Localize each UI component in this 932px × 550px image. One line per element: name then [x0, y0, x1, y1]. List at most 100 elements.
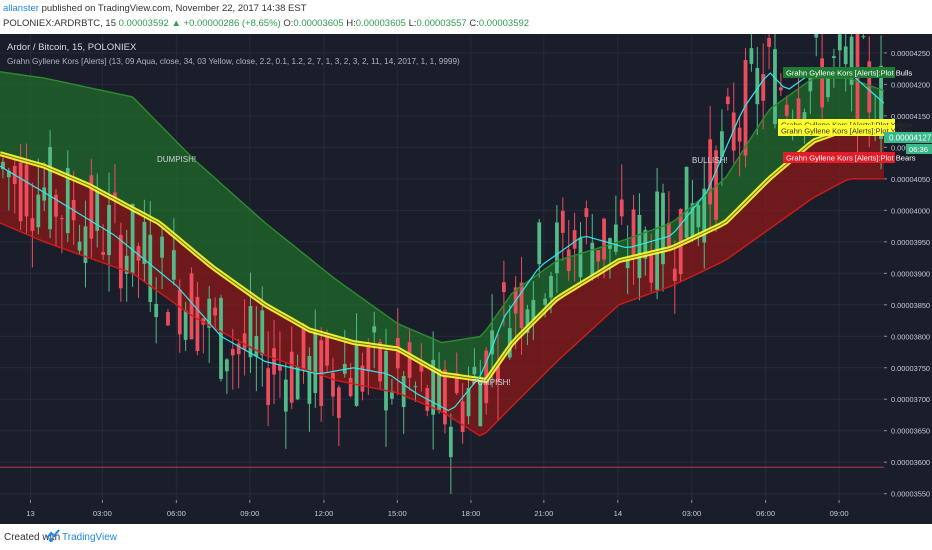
candle-body [525, 309, 530, 333]
candle-body [672, 268, 677, 281]
candle-body [602, 218, 606, 260]
candle-body [101, 252, 106, 255]
candle-body [725, 96, 730, 105]
candle-body [743, 60, 748, 156]
candle-body [230, 349, 235, 356]
upper-band-line [0, 71, 885, 344]
y-tick-label: 0.00003550 [891, 490, 930, 499]
tradingview-link[interactable]: TradingView [62, 532, 118, 543]
candle-body [36, 194, 41, 228]
open-value: 0.00003605 [293, 18, 344, 29]
aqua-line [0, 71, 885, 412]
candle-body [584, 208, 589, 217]
candle-body [720, 131, 724, 157]
candle-body [366, 346, 371, 372]
candle-body [254, 335, 259, 357]
x-tick-label: 06:00 [756, 509, 775, 518]
y-tick-label: 0.00004250 [891, 49, 930, 58]
pumpish-label: PUMPISH! [472, 378, 511, 387]
chart-area[interactable]: Ardor / Bitcoin, 15, POLONIEX Grahn Gyll… [0, 9, 932, 524]
close-label: C: [469, 18, 479, 29]
yellow-line-inner [0, 121, 885, 381]
created-with-label: Created with [4, 532, 61, 543]
y-tick-label: 0.00003750 [891, 364, 930, 373]
bullish-label: BULLISH! [692, 156, 728, 165]
candle-body [130, 203, 135, 274]
candle-body [272, 348, 276, 375]
high-value: 0.00003605 [355, 18, 406, 29]
candle-body [177, 289, 182, 335]
author-link[interactable]: allanster [3, 3, 39, 14]
candle-body [395, 338, 400, 369]
footer: Created with TradingView [0, 524, 932, 550]
candle-body [183, 310, 188, 340]
plot-bears-tag: Grahn Gyllene Kors [Alerts]:Plot Bears [783, 152, 916, 163]
y-tick-label: 0.00004150 [891, 112, 930, 121]
candle-body [160, 236, 164, 258]
x-tick-label: 03:00 [93, 509, 112, 518]
candle-body [266, 368, 271, 405]
candle-body [454, 372, 459, 394]
candle-body [531, 299, 536, 321]
candle-body [331, 372, 335, 397]
candle-body [407, 342, 412, 378]
candle-body [77, 241, 82, 251]
y-tick-label: 0.00003850 [891, 301, 930, 310]
candle-body [496, 366, 500, 383]
candle-body [879, 65, 883, 139]
y-tick-label: 0.00004000 [891, 206, 930, 215]
candle-body [65, 168, 70, 234]
candle-body [378, 341, 383, 382]
candle-body [767, 38, 771, 47]
candle-body [248, 306, 253, 358]
candle-body [260, 310, 265, 356]
y-tick-label: 0.00003950 [891, 238, 930, 247]
candle-body [360, 365, 365, 392]
svg-text:Grahn Gyllene Kors [Alerts]:Pl: Grahn Gyllene Kors [Alerts]:Plot Yellow [781, 127, 913, 136]
candle-body [555, 222, 559, 274]
candle-body [549, 275, 553, 298]
candle-body [778, 87, 783, 91]
chart-title: Ardor / Bitcoin, 15, POLONIEX [7, 42, 137, 53]
low-value: 0.00003557 [416, 18, 467, 29]
candle-body [501, 282, 506, 293]
candle-body [1, 161, 5, 169]
candle-body [649, 253, 654, 283]
candle-body [749, 48, 754, 64]
symbol-label: POLONIEX:ARDRBTC, 15 [3, 18, 116, 29]
price-chart[interactable]: Ardor / Bitcoin, 15, POLONIEX Grahn Gyll… [0, 9, 932, 524]
candle-body [537, 222, 542, 265]
y-tick-label: 0.00003650 [891, 427, 930, 436]
high-label: H: [346, 18, 356, 29]
candle-body [301, 324, 306, 370]
candle-body [696, 205, 701, 228]
price-axis-bg [884, 34, 932, 500]
candle-body [225, 359, 229, 372]
candle-body [637, 214, 642, 278]
candle-body [784, 104, 789, 116]
candle-body [596, 250, 601, 262]
x-tick-label: 18:00 [461, 509, 480, 518]
svg-text:0.00004127: 0.00004127 [889, 134, 932, 143]
time-axis[interactable]: 13 03:00 06:00 09:00 12:00 15:00 18:00 21:00 14 0… [26, 500, 849, 518]
candle-body [466, 388, 471, 417]
candle-body [242, 333, 247, 350]
y-tick-label: 0.00003600 [891, 458, 930, 467]
candle-body [401, 375, 406, 408]
candle-body [48, 147, 52, 230]
candle-body [867, 61, 872, 113]
last-price-tag: 0.00004127 06:36 [884, 132, 932, 154]
candle-body [336, 387, 341, 418]
candle-body [118, 234, 123, 289]
candle-body [354, 345, 359, 406]
candle-body [820, 58, 825, 108]
candle-body [460, 401, 465, 433]
candle-body [390, 390, 394, 399]
candle-body [837, 34, 842, 51]
low-label: L: [408, 18, 417, 29]
candle-body [490, 330, 494, 355]
candle-body [796, 98, 801, 123]
price-axis[interactable]: 0.000042500.000042000.000041500.00004100… [884, 49, 930, 499]
candle-body [437, 368, 441, 411]
candle-body [24, 164, 29, 217]
